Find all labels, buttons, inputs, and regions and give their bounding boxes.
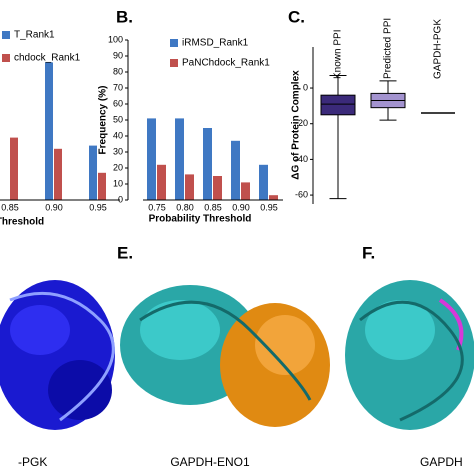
y-tick-label: 20 — [113, 162, 123, 172]
y-tick-label: 10 — [113, 178, 123, 188]
bar — [54, 148, 62, 200]
y-tick-label: 0 — [118, 194, 123, 204]
x-tick-label: GAPDH-PGK — [433, 19, 444, 79]
panel-label: C. — [288, 7, 305, 26]
y-tick-label: -40 — [295, 154, 308, 164]
y-tick-label: 30 — [113, 146, 123, 156]
x-tick-label: 0.90 — [232, 202, 250, 212]
bar — [185, 174, 194, 200]
bar — [147, 118, 156, 200]
y-tick-label: 80 — [113, 66, 123, 76]
y-tick-label: 40 — [113, 130, 123, 140]
y-axis-label: Frequency (%) — [98, 86, 109, 155]
bar — [98, 172, 106, 200]
y-tick-label: -20 — [295, 118, 308, 128]
x-tick-label: 0.85 — [1, 202, 19, 212]
panel-label: E. — [117, 243, 133, 262]
legend-swatch — [170, 39, 178, 47]
structure-f — [345, 280, 474, 430]
legend-swatch — [2, 31, 10, 39]
legend-swatch — [170, 59, 178, 67]
y-tick-label: 0 — [303, 82, 308, 92]
y-tick-label: -60 — [295, 189, 308, 199]
y-tick-label: 50 — [113, 114, 123, 124]
x-tick-label: 0.95 — [89, 202, 107, 212]
x-tick-label: 0.85 — [204, 202, 222, 212]
legend-label: iRMSD_Rank1 — [182, 38, 249, 49]
legend-label: chdock_Rank1 — [14, 53, 81, 64]
caption: -PGK — [18, 455, 47, 469]
structure-e — [120, 285, 330, 427]
y-tick-label: 60 — [113, 98, 123, 108]
legend-label: T_Rank1 — [14, 30, 55, 41]
bar — [157, 164, 166, 200]
x-tick-label: Known PPI — [333, 30, 344, 79]
legend-label: PaNChdock_Rank1 — [182, 58, 270, 69]
caption: GAPDH — [420, 455, 463, 469]
panel-label: F. — [362, 243, 375, 262]
x-tick-label: 0.75 — [148, 202, 166, 212]
y-tick-label: 90 — [113, 50, 123, 60]
x-axis-label: Threshold — [0, 217, 44, 228]
bar — [241, 182, 250, 200]
legend-swatch — [2, 54, 10, 62]
bar — [231, 140, 240, 200]
bar — [203, 128, 212, 200]
panel-label: B. — [116, 7, 133, 26]
y-tick-label: 70 — [113, 82, 123, 92]
bar — [89, 145, 97, 200]
bar — [213, 176, 222, 200]
caption: GAPDH-ENO1 — [170, 455, 250, 469]
bar — [175, 118, 184, 200]
x-tick-label: 0.80 — [176, 202, 194, 212]
x-tick-label: Predicted PPI — [383, 18, 394, 79]
bar — [269, 195, 278, 200]
x-axis-label: Probability Threshold — [149, 214, 252, 225]
bar — [45, 62, 53, 201]
y-tick-label: 100 — [108, 34, 123, 44]
bar — [10, 137, 18, 200]
box — [320, 94, 356, 116]
structure-d — [0, 280, 115, 430]
bar — [259, 164, 268, 200]
y-axis-label: ΔG of Protein Complex — [291, 70, 302, 180]
x-tick-label: 0.95 — [260, 202, 278, 212]
x-tick-label: 0.90 — [45, 202, 63, 212]
